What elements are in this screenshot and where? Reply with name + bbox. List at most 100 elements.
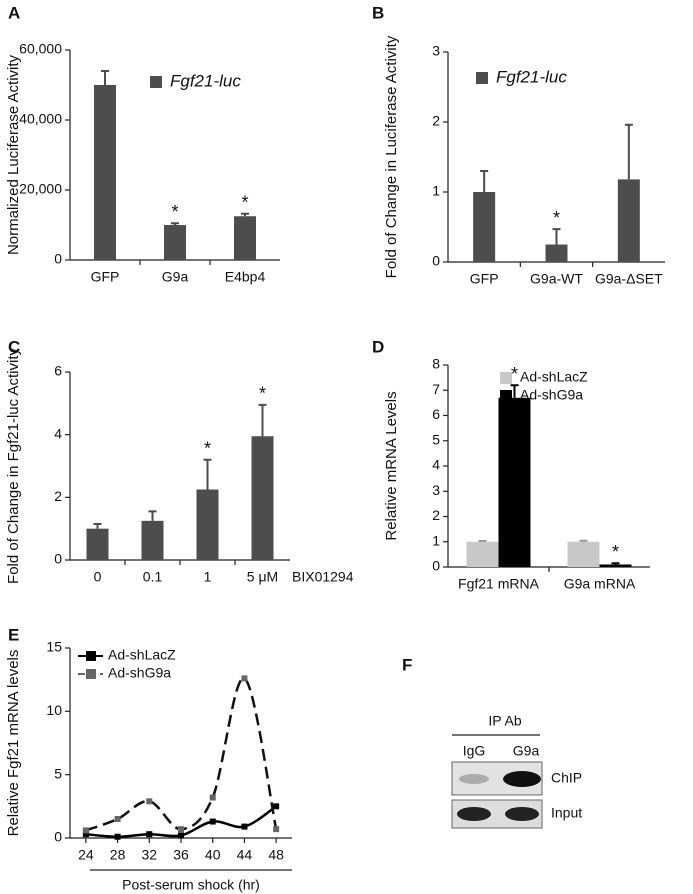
x-tick-label: 0 [94, 569, 102, 585]
x-tick-label: 40 [205, 847, 221, 863]
x-tick-label: G9a mRNA [564, 576, 636, 592]
x-tick-label: G9a-ΔSET [595, 271, 663, 287]
point-marker [114, 833, 121, 840]
error-bar [171, 222, 179, 225]
y-axis-label: Normalized Luciferase Activity [5, 54, 22, 255]
x-tick-label: 44 [237, 847, 253, 863]
significance-mark: * [553, 208, 560, 228]
error-bar [93, 522, 102, 529]
y-tick-label: 20,000 [19, 181, 62, 197]
error-bar [258, 403, 267, 437]
y-tick-label: 6 [432, 406, 440, 422]
point-marker [146, 831, 153, 838]
point-marker [178, 826, 184, 833]
y-tick-label: 10 [46, 702, 62, 718]
legend-marker [86, 651, 96, 661]
legend-swatch [500, 390, 512, 402]
error-bar [611, 562, 620, 565]
y-axis-label: Fold of Change in Luciferase Activity [383, 35, 400, 278]
y-tick-label: 0 [54, 551, 62, 567]
gel-band [457, 807, 491, 821]
error-bar [510, 384, 519, 398]
bar [617, 179, 640, 262]
x-tick-label: 48 [268, 847, 284, 863]
bar [86, 528, 109, 560]
row-label: ChIP [551, 770, 582, 786]
x-tick-label: 24 [78, 847, 94, 863]
y-tick-label: 60,000 [19, 41, 62, 57]
y-tick-label: 0 [54, 829, 62, 845]
y-tick-label: 7 [432, 381, 440, 397]
y-axis-label: Relative Fgf21 mRNA levels [5, 650, 22, 837]
x-tick-label: 28 [110, 847, 126, 863]
bar [545, 244, 568, 262]
x-tick-label: GFP [91, 269, 120, 285]
y-tick-label: 5 [432, 431, 440, 447]
significance-mark: * [204, 438, 211, 458]
y-tick-label: 0 [432, 253, 440, 269]
y-axis-label: Relative mRNA Levels [383, 391, 400, 540]
chart-panel: B Fold of Change in Luciferase Activity 0 1… [372, 3, 665, 287]
gel-band [503, 771, 541, 787]
y-tick-label: 1 [432, 183, 440, 199]
y-tick-label: 4 [432, 457, 440, 473]
point-marker [178, 832, 184, 839]
legend-label: Fgf21-luc [170, 71, 241, 90]
panel-letter: E [8, 625, 19, 644]
error-bar [480, 170, 489, 192]
point-marker [241, 675, 248, 682]
y-tick-label: 6 [54, 363, 62, 379]
significance-mark: * [511, 364, 518, 384]
bar [498, 397, 531, 567]
error-bar [552, 228, 561, 245]
bar [599, 564, 632, 567]
x-tick-label: 1 [204, 569, 212, 585]
y-axis-label: Fold of Change in Fgf21-luc Activity [5, 348, 22, 584]
x-tick-label: 36 [173, 847, 189, 863]
error-bar [579, 539, 588, 542]
bar [141, 520, 164, 560]
x-tick-label: 0.1 [143, 569, 163, 585]
point-marker [209, 818, 216, 825]
significance-mark: * [612, 542, 619, 562]
y-tick-label: 2 [432, 113, 440, 129]
error-bar [624, 123, 633, 180]
x-axis-label: Post-serum shock (hr) [122, 877, 260, 893]
significance-mark: * [241, 193, 248, 213]
y-tick-label: 40,000 [19, 111, 62, 127]
error-bar [478, 539, 487, 542]
x-tick-label: Fgf21 mRNA [458, 576, 540, 592]
x-tick-label: 32 [141, 847, 157, 863]
legend-swatch [500, 372, 512, 384]
bar [473, 192, 496, 262]
x-axis-label: BIX01294 [292, 569, 354, 585]
y-tick-label: 2 [432, 507, 440, 523]
point-marker [241, 823, 248, 830]
gel-panel: F IP Ab IgG G9a ChIP Input [402, 655, 582, 829]
legend-label: Ad-shG9a [520, 387, 583, 403]
point-marker [273, 826, 280, 833]
legend-swatch [476, 72, 488, 84]
bar [234, 216, 256, 260]
point-marker [209, 794, 216, 801]
y-tick-label: 5 [54, 765, 62, 781]
x-tick-label: GFP [470, 271, 499, 287]
x-tick-label: G9a-WT [530, 271, 583, 287]
error-bar [241, 212, 249, 217]
y-tick-label: 1 [432, 532, 440, 548]
panel-letter: B [372, 3, 384, 22]
chart-panel: D Relative mRNA Levels 0 1 2 3 4 5 6 7 8 Fgf21 mRNA… [372, 337, 650, 592]
y-tick-label: 8 [432, 356, 440, 372]
panel-letter: C [8, 337, 20, 356]
error-bar [148, 510, 157, 521]
legend-swatch [150, 76, 162, 88]
bar [164, 225, 186, 260]
bar [466, 541, 499, 567]
point-marker [82, 827, 89, 834]
bar [196, 489, 219, 560]
bar [94, 85, 116, 260]
point-marker [114, 816, 121, 822]
legend-label: Fgf21-luc [496, 67, 567, 86]
